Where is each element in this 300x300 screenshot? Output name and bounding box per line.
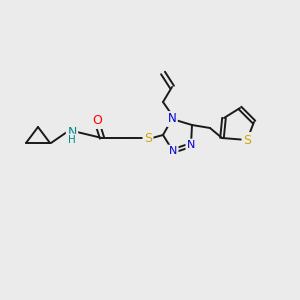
Text: N: N bbox=[168, 112, 176, 125]
Text: S: S bbox=[144, 131, 152, 145]
Text: S: S bbox=[243, 134, 251, 146]
Text: O: O bbox=[92, 115, 102, 128]
Text: N: N bbox=[187, 140, 195, 150]
Text: H: H bbox=[68, 135, 76, 145]
Text: N: N bbox=[169, 146, 177, 156]
Text: N: N bbox=[67, 125, 77, 139]
